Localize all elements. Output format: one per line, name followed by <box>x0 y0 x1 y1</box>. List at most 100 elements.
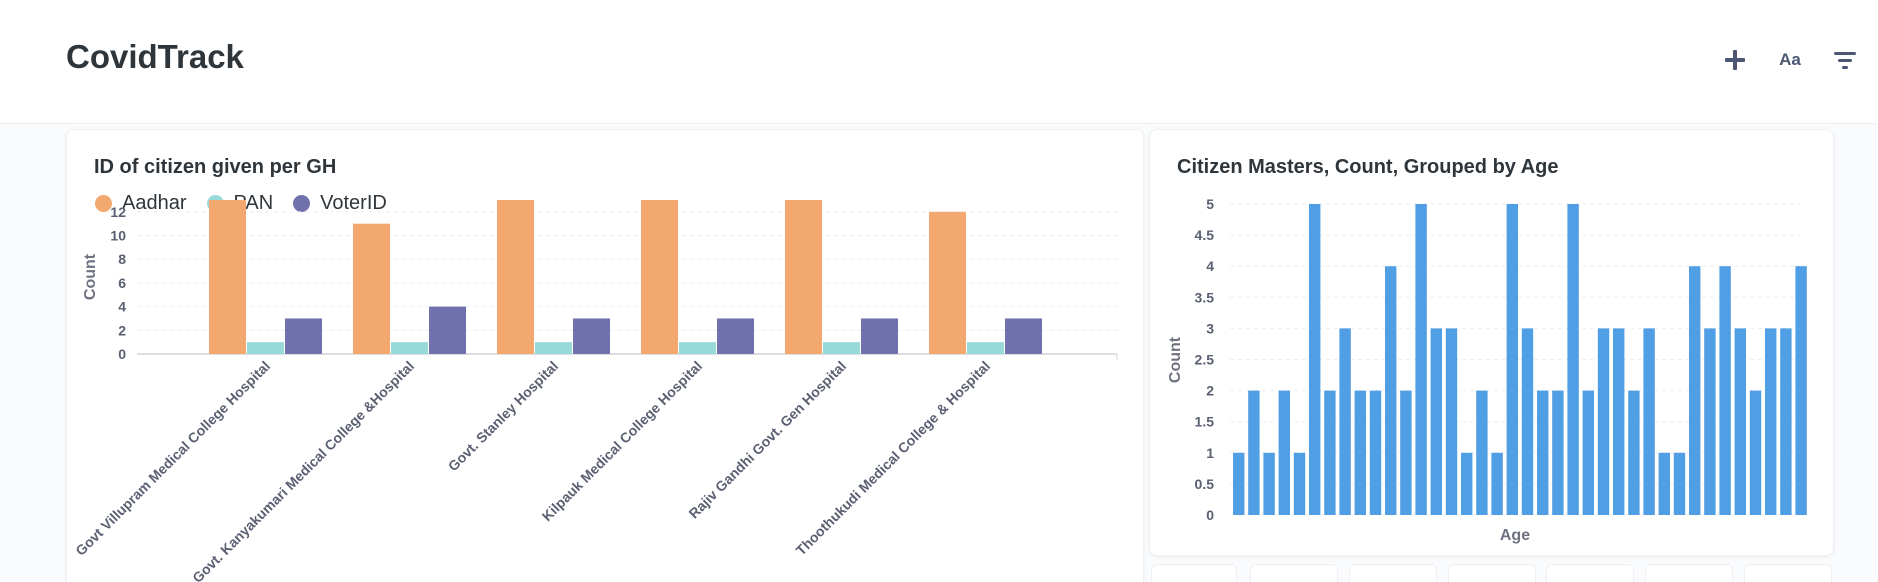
y-tick-label: 4.5 <box>1195 227 1215 243</box>
bar-aadhar <box>641 200 678 354</box>
age-bar <box>1309 204 1321 515</box>
age-bar <box>1552 390 1564 515</box>
age-bar <box>1749 390 1762 515</box>
legend-label: VoterID <box>320 192 387 214</box>
bar-pan <box>967 342 1004 354</box>
y-tick-label: 2 <box>118 322 126 338</box>
chart-title: ID of citizen given per GH <box>94 156 337 178</box>
bar-voterid <box>429 306 466 354</box>
age-bar <box>1567 204 1579 515</box>
age-bar <box>1476 390 1488 515</box>
card-stub <box>1250 564 1338 582</box>
x-tick-label: Kilpauk Medical College Hospital <box>539 358 705 524</box>
chart-title: Citizen Masters, Count, Grouped by Age <box>1177 156 1559 178</box>
bar-aadhar <box>929 211 966 354</box>
page-title: CovidTrack <box>66 38 244 75</box>
chart-card-id-per-gh[interactable]: ID of citizen given per GH Aadhar PAN Vo… <box>66 129 1144 582</box>
card-stub <box>1546 564 1634 582</box>
age-bar <box>1233 452 1245 515</box>
x-tick-label: Govt. Stanley Hospital <box>445 358 561 474</box>
y-tick-label: 12 <box>110 204 126 220</box>
age-bar <box>1658 452 1670 515</box>
age-bar <box>1400 390 1412 515</box>
card-stub <box>1349 564 1437 582</box>
y-tick-label: 10 <box>110 228 126 244</box>
age-bar <box>1780 328 1792 515</box>
y-tick-label: 0.5 <box>1195 476 1215 492</box>
y-tick-label: 5 <box>1206 196 1214 212</box>
y-tick-label: 2.5 <box>1195 352 1215 368</box>
age-bar <box>1248 390 1260 515</box>
filter-button[interactable] <box>1827 42 1863 78</box>
card-stub <box>1645 564 1733 582</box>
chart-card-citizens-by-age[interactable]: Citizen Masters, Count, Grouped by Age 0… <box>1149 129 1834 556</box>
age-bar <box>1628 390 1640 515</box>
age-bar <box>1734 328 1746 515</box>
age-bar <box>1537 390 1549 515</box>
text-icon: Aa <box>1779 50 1801 69</box>
legend-label: Aadhar <box>122 192 187 214</box>
y-tick-label: 2 <box>1206 383 1214 399</box>
age-bar <box>1339 328 1351 515</box>
age-bar <box>1415 204 1427 515</box>
add-button[interactable] <box>1717 42 1753 78</box>
y-tick-label: 3 <box>1206 320 1214 336</box>
bar-pan <box>823 342 860 354</box>
y-axis-label: Count <box>1167 336 1184 383</box>
age-bar <box>1263 452 1275 515</box>
legend-item-voterid[interactable]: VoterID <box>293 192 387 215</box>
card-stub <box>1151 564 1237 582</box>
age-bar <box>1582 390 1594 515</box>
y-tick-label: 3.5 <box>1195 289 1215 305</box>
age-bar <box>1673 452 1686 515</box>
bar-pan <box>391 342 428 354</box>
y-tick-label: 4 <box>118 299 126 315</box>
age-bar <box>1369 390 1382 515</box>
plus-icon <box>1725 50 1745 70</box>
age-bar <box>1765 328 1777 515</box>
y-tick-label: 4 <box>1206 258 1214 274</box>
age-bar <box>1324 390 1336 515</box>
legend-dot <box>293 195 311 212</box>
age-bar <box>1491 452 1503 515</box>
bar-aadhar <box>353 223 390 354</box>
bar-pan <box>679 342 716 354</box>
age-bar <box>1597 328 1610 515</box>
bar-pan <box>247 342 284 354</box>
bar-voterid <box>1005 318 1042 354</box>
age-bar <box>1689 266 1701 515</box>
age-bar <box>1445 328 1458 515</box>
y-tick-label: 0 <box>118 346 126 362</box>
age-bar <box>1521 328 1534 515</box>
y-axis-label: Count <box>82 253 99 300</box>
age-bar <box>1293 452 1306 515</box>
age-bar <box>1506 204 1518 515</box>
card-stub <box>1744 564 1832 582</box>
age-bar <box>1354 390 1366 515</box>
filter-icon <box>1834 52 1856 69</box>
bar-voterid <box>285 318 322 354</box>
age-bar <box>1704 328 1716 515</box>
text-card-button[interactable]: Aa <box>1772 42 1808 78</box>
age-bar <box>1795 266 1807 515</box>
age-bar <box>1613 328 1625 515</box>
legend-item-aadhar[interactable]: Aadhar <box>95 192 187 215</box>
y-tick-label: 6 <box>118 275 126 291</box>
x-tick-label: Rajiv Gandhi Govt. Gen Hospital <box>685 358 849 522</box>
card-stub <box>1448 564 1536 582</box>
x-tick-label: Govt. Kanyakumari Medical College &Hospi… <box>189 358 417 582</box>
citizens-by-age-chart: 0 0.5 1 1.5 2 2.5 3 3.5 4 4.5 5 Count Age <box>1167 196 1807 544</box>
chart-legend: Aadhar PAN VoterID <box>95 192 407 215</box>
y-tick-label: 0 <box>1206 507 1214 523</box>
age-bar <box>1278 390 1290 515</box>
bar-aadhar <box>785 200 822 354</box>
y-tick-label: 1.5 <box>1195 414 1215 430</box>
bar-voterid <box>573 318 610 354</box>
bar-voterid <box>861 318 898 354</box>
app-header: CovidTrack Aa <box>0 0 1878 124</box>
age-bar <box>1461 452 1473 515</box>
age-bar <box>1643 328 1655 515</box>
age-bar <box>1385 266 1397 515</box>
y-tick-label: 8 <box>118 251 126 267</box>
